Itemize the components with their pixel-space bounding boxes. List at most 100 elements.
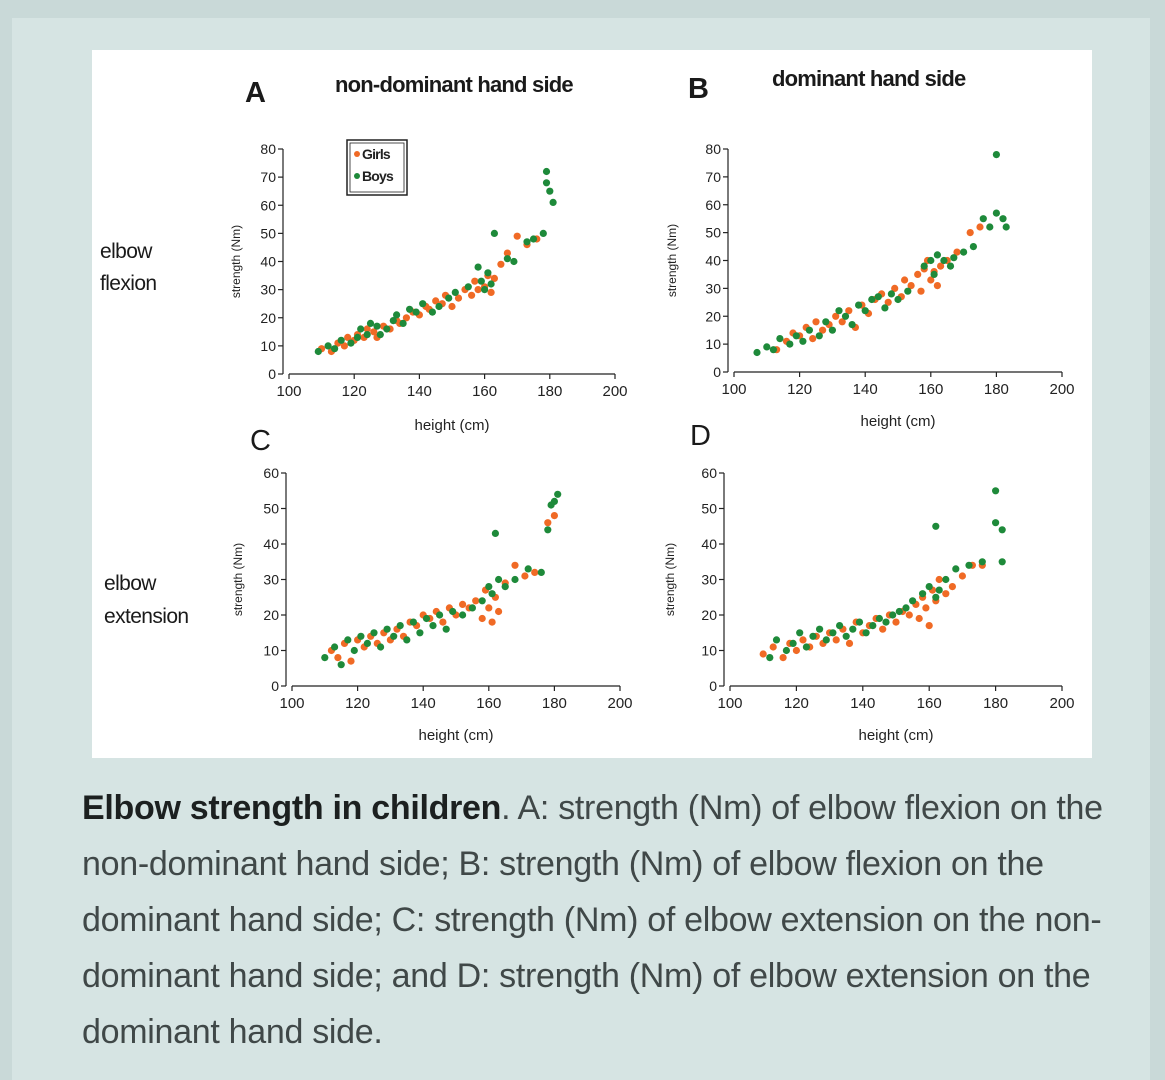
x-tick-label: 200 — [1049, 381, 1074, 398]
data-point — [925, 583, 933, 591]
data-point — [383, 325, 391, 333]
data-point — [468, 291, 476, 299]
data-point — [549, 198, 557, 206]
series-boys — [314, 167, 557, 356]
y-tick-label: 10 — [701, 643, 717, 659]
data-point — [902, 604, 910, 612]
chart-panel-a: A 100 120 140 160 180 200 0 10 20 30 40 50 60 70 80 heig… — [229, 77, 628, 434]
data-point — [769, 643, 777, 651]
data-point — [497, 260, 505, 268]
data-point — [809, 335, 817, 343]
data-point — [344, 636, 352, 644]
data-point — [907, 282, 915, 290]
y-tick-label: 60 — [705, 197, 721, 213]
data-point — [796, 629, 804, 637]
data-point — [992, 151, 1001, 159]
y-tick-label: 30 — [263, 572, 279, 588]
data-point — [905, 611, 913, 619]
data-point — [429, 622, 437, 630]
x-tick-label: 120 — [787, 381, 812, 398]
data-point — [933, 282, 942, 290]
data-point — [416, 629, 424, 637]
data-point — [331, 643, 339, 651]
data-point — [842, 632, 850, 640]
series-boys — [753, 151, 1010, 357]
y-tick-label: 60 — [260, 197, 276, 213]
data-point — [937, 262, 945, 270]
chart-panel-d: D 100 120 140 160 180 200 0 10 20 30 40 50 60 height (… — [663, 420, 1075, 744]
data-point — [891, 284, 899, 292]
y-tick-label: 40 — [260, 254, 276, 270]
data-point — [904, 287, 912, 295]
data-point — [979, 215, 987, 223]
data-point — [763, 343, 771, 351]
data-point — [887, 290, 896, 298]
data-point — [344, 333, 352, 341]
x-tick-label: 180 — [537, 383, 562, 400]
figure-frame: elbow flexion elbow extension non-domina… — [12, 18, 1150, 1080]
data-point — [389, 317, 397, 325]
data-point — [399, 319, 407, 327]
data-point — [321, 654, 329, 662]
data-point — [935, 586, 943, 594]
data-point — [875, 614, 884, 623]
data-point — [802, 643, 811, 651]
y-tick-label: 40 — [263, 536, 279, 552]
data-point — [544, 519, 552, 527]
legend-marker-boys — [354, 173, 360, 179]
data-point — [809, 632, 817, 640]
y-tick-label: 80 — [260, 141, 276, 157]
data-point — [539, 229, 547, 237]
x-axis-label: height (cm) — [418, 727, 493, 744]
data-point — [488, 590, 496, 598]
data-point — [933, 251, 942, 259]
data-point — [422, 614, 431, 623]
data-point — [855, 301, 863, 309]
data-point — [340, 342, 348, 350]
x-tick-label: 140 — [411, 695, 436, 712]
data-point — [829, 629, 837, 637]
y-tick-label: 20 — [263, 607, 279, 623]
chart-panel-b: B 100 120 140 160 180 200 0 10 20 30 40 50 60 70 80 heig… — [665, 73, 1075, 430]
data-point — [542, 179, 551, 187]
data-point — [428, 308, 436, 316]
data-point — [815, 332, 823, 340]
figure-panel: elbow flexion elbow extension non-domina… — [92, 50, 1092, 758]
data-point — [377, 643, 385, 651]
data-point — [363, 639, 371, 648]
data-point — [792, 332, 800, 340]
data-point — [451, 288, 459, 296]
legend-marker-girls — [354, 151, 360, 157]
data-point — [501, 583, 509, 591]
data-point — [927, 256, 935, 265]
data-point — [511, 575, 519, 584]
y-tick-label: 20 — [701, 607, 717, 623]
x-tick-label: 160 — [476, 695, 501, 712]
series-girls — [773, 223, 984, 354]
y-tick-label: 0 — [271, 678, 279, 694]
data-point — [481, 286, 489, 294]
data-point — [484, 269, 492, 277]
y-tick-label: 80 — [705, 141, 721, 157]
data-point — [884, 298, 892, 306]
data-point — [334, 654, 342, 662]
data-point — [409, 618, 417, 626]
x-axis-label: height (cm) — [858, 727, 933, 744]
data-point — [965, 561, 973, 569]
data-point — [832, 312, 840, 320]
y-axis-label: strength (Nm) — [231, 543, 245, 616]
data-point — [485, 604, 493, 612]
data-point — [838, 318, 846, 326]
data-point — [925, 622, 933, 630]
data-point — [511, 561, 519, 569]
series-girls — [318, 232, 541, 356]
figure-svg: elbow flexion elbow extension non-domina… — [100, 66, 1075, 744]
series-girls — [759, 561, 986, 662]
data-point — [370, 629, 378, 637]
data-point — [474, 263, 482, 271]
x-tick-label: 160 — [472, 383, 497, 400]
data-point — [976, 223, 984, 231]
data-point — [495, 607, 503, 616]
data-point — [978, 558, 986, 566]
data-point — [782, 646, 791, 655]
